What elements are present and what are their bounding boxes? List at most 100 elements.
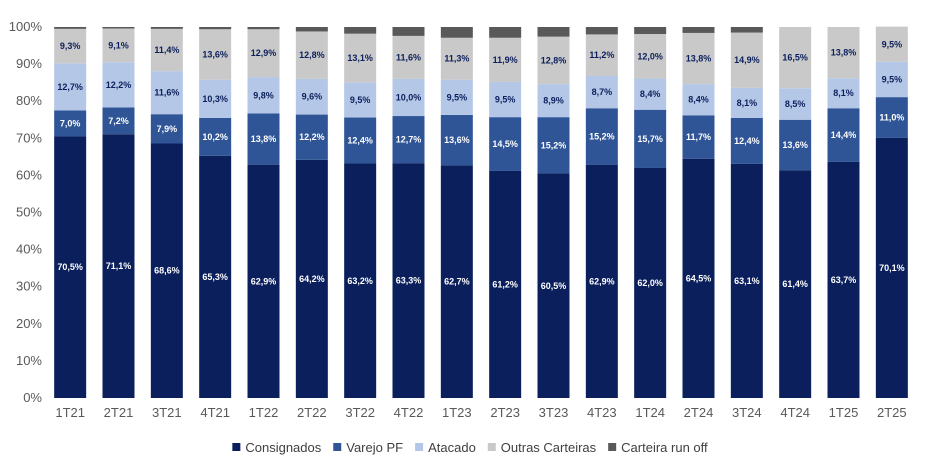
data-label: 9,5% — [350, 95, 371, 105]
data-label: 9,5% — [882, 39, 903, 49]
bar-segment — [344, 163, 377, 398]
x-tick-label: 2T23 — [490, 405, 520, 420]
data-label: 11,0% — [879, 113, 904, 123]
bar-segment — [875, 97, 908, 138]
data-label: 11,9% — [493, 55, 518, 65]
bars — [54, 26, 908, 398]
y-tick-label: 70% — [16, 130, 42, 145]
bar-segment — [199, 79, 232, 118]
y-tick-label: 10% — [16, 353, 42, 368]
bar-segment — [54, 63, 87, 111]
data-label: 15,2% — [589, 131, 615, 141]
bar-segment — [730, 117, 763, 164]
bar-segment — [102, 62, 135, 108]
bar-segment — [682, 32, 715, 85]
bar-segment — [392, 116, 425, 164]
x-tick-label: 3T21 — [152, 405, 182, 420]
data-label: 71,1% — [106, 261, 132, 271]
bar-segment — [779, 170, 812, 398]
x-tick-label: 2T25 — [877, 405, 907, 420]
data-label: 61,4% — [782, 279, 808, 289]
bar-segment — [779, 88, 812, 120]
data-label: 14,5% — [492, 139, 518, 149]
bar-segment — [54, 27, 87, 29]
data-label: 12,7% — [396, 135, 422, 145]
bar-segment — [392, 27, 425, 36]
data-label: 68,6% — [154, 266, 180, 276]
x-tick-label: 3T23 — [539, 405, 569, 420]
bar-segment — [875, 137, 908, 398]
x-tick-label: 2T21 — [104, 405, 134, 420]
data-label: 8,1% — [737, 98, 758, 108]
bar-segment — [440, 79, 473, 115]
data-label: 9,5% — [882, 74, 903, 84]
y-tick-label: 80% — [16, 93, 42, 108]
data-label: 8,1% — [833, 88, 854, 98]
data-label: 11,7% — [686, 132, 711, 142]
y-tick-label: 90% — [16, 56, 42, 71]
data-label: 64,2% — [299, 274, 325, 284]
y-tick-label: 60% — [16, 167, 42, 182]
x-tick-label: 2T22 — [297, 405, 327, 420]
bar-segment — [634, 167, 667, 398]
bar-segment — [102, 107, 135, 135]
bar-segment — [295, 27, 328, 32]
bar-segment — [730, 87, 763, 118]
data-label: 13,8% — [831, 48, 857, 58]
data-label: 62,9% — [589, 276, 615, 286]
bar-segment — [489, 170, 522, 398]
data-label: 13,8% — [686, 54, 712, 64]
legend-item: Carteira run off — [608, 440, 708, 455]
data-label: 63,2% — [347, 276, 373, 286]
data-label: 7,2% — [108, 116, 129, 126]
x-axis: 1T21 2T21 3T21 4T21 1T22 2T22 3T22 4T22 1T23 2T23… — [55, 405, 906, 420]
bar-segment — [585, 34, 618, 76]
legend-swatch — [333, 443, 342, 451]
bar-segment — [585, 27, 618, 35]
data-label: 12,9% — [251, 48, 277, 58]
data-label: 12,0% — [637, 51, 663, 61]
data-label: 12,4% — [347, 136, 373, 146]
data-label: 15,2% — [541, 140, 567, 150]
data-label: 12,4% — [734, 136, 760, 146]
data-label: 61,2% — [492, 279, 518, 289]
data-label: 11,4% — [154, 45, 179, 55]
legend-item: Atacado — [415, 440, 476, 455]
bar-segment — [247, 77, 280, 114]
bar-segment — [634, 78, 667, 110]
bar-segment — [150, 114, 183, 144]
y-axis: 0% 10% 20% 30% 40% 50% 60% 70% 80% 90% 100% — [9, 19, 43, 405]
bar-segment — [634, 34, 667, 79]
x-tick-label: 1T25 — [829, 405, 859, 420]
bar-segment — [537, 27, 570, 37]
data-label: 15,7% — [637, 134, 663, 144]
data-label: 14,4% — [831, 130, 857, 140]
bar-segment — [634, 109, 667, 168]
bar-segment — [489, 37, 522, 82]
data-label: 9,1% — [108, 40, 129, 50]
bar-segment — [682, 115, 715, 159]
bar-segment — [199, 117, 232, 156]
bar-segment — [827, 108, 860, 162]
x-tick-label: 1T21 — [55, 405, 85, 420]
x-tick-label: 3T22 — [345, 405, 375, 420]
bar-segment — [489, 81, 522, 118]
data-label: 8,4% — [688, 95, 709, 105]
x-tick-label: 4T21 — [200, 405, 230, 420]
data-label: 9,5% — [447, 92, 468, 102]
data-label: 8,9% — [543, 96, 564, 106]
data-label: 8,4% — [640, 89, 661, 99]
data-label: 7,0% — [60, 118, 81, 128]
bar-segment — [344, 33, 377, 83]
bar-segment — [779, 119, 812, 171]
legend-swatch — [232, 443, 241, 451]
bar-segment — [102, 28, 135, 63]
legend-swatch — [487, 443, 496, 451]
x-tick-label: 1T24 — [635, 405, 665, 420]
bar-segment — [827, 161, 860, 398]
data-label: 62,9% — [251, 276, 277, 286]
bar-segment — [875, 26, 908, 62]
bar-segment — [199, 27, 232, 30]
bar-segment — [150, 28, 183, 72]
